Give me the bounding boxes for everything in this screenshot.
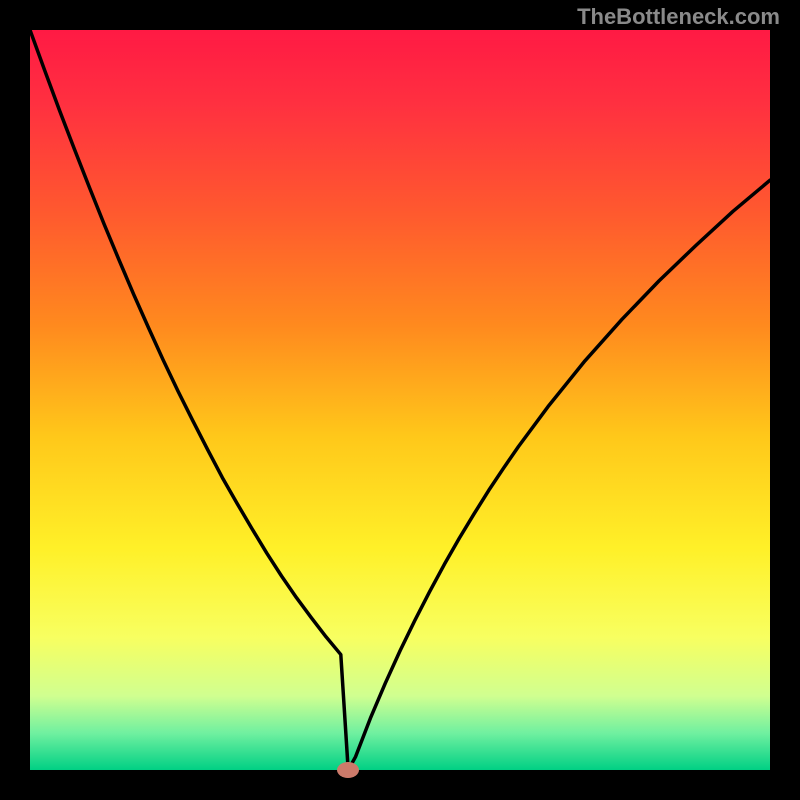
- plot-svg: [30, 30, 770, 770]
- watermark-text: TheBottleneck.com: [577, 4, 780, 30]
- min-marker: [337, 762, 359, 778]
- chart-container: { "watermark": { "text": "TheBottleneck.…: [0, 0, 800, 800]
- plot-area: [30, 30, 770, 770]
